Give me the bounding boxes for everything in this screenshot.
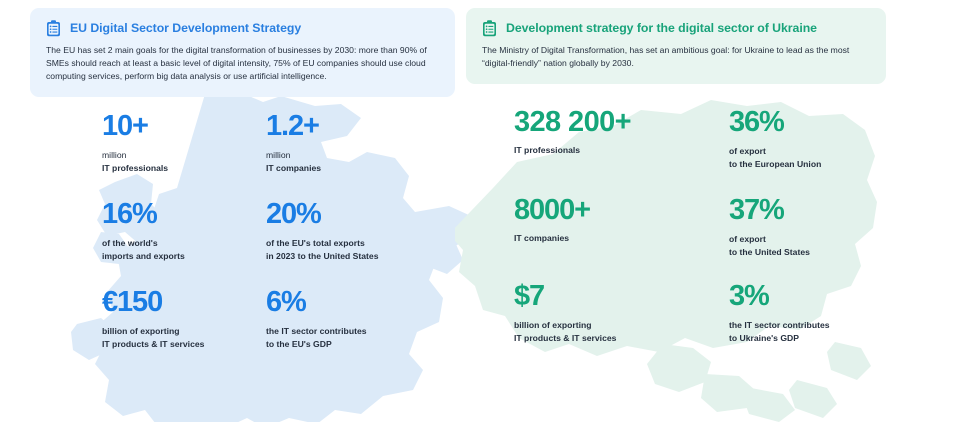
stat-label-line: million	[266, 150, 291, 160]
stat-cell: 6% the IT sector contributes to the EU's…	[266, 288, 422, 368]
stat-value: 37%	[729, 194, 785, 226]
clipboard-list-icon	[47, 20, 60, 37]
stat-label-line: to the European Union	[729, 158, 822, 169]
stat-label-line: of the EU's total exports	[266, 238, 365, 248]
stat-cell: 16% of the world's imports and exports	[102, 200, 266, 288]
stat-value: 6%	[266, 286, 307, 318]
stat-label-line: IT companies	[266, 162, 322, 173]
stat-label-line: IT professionals	[514, 145, 581, 155]
stat-label-line: to the EU's GDP	[266, 338, 332, 349]
stat-cell: €150 billion of exporting IT products & …	[102, 288, 266, 368]
header-card-ua: Development strategy for the digital sec…	[466, 8, 886, 85]
header-description-eu: The EU has set 2 main goals for the digi…	[46, 45, 427, 82]
header-title-ua: Development strategy for the digital sec…	[506, 20, 817, 35]
panel-eu: EU Digital Sector Development Strategy T…	[30, 0, 490, 422]
stat-label-line: million	[102, 150, 127, 160]
stat-cell: 1.2+ million IT companies	[266, 112, 422, 200]
header-description-ua: The Ministry of Digital Transformation, …	[482, 45, 850, 69]
stat-label-line: of the world's	[102, 238, 158, 248]
stat-cell: $7 billion of exporting IT products & IT…	[514, 282, 729, 362]
stat-label: of export to the European Union	[729, 145, 904, 170]
stat-label-line: the IT sector contributes	[729, 320, 830, 330]
stat-label-line: IT companies	[514, 233, 570, 243]
stat-label-line: IT products & IT services	[102, 338, 205, 349]
clipboard-list-icon	[483, 20, 496, 37]
stat-cell: 8000+ IT companies	[514, 196, 729, 282]
stat-label: of the EU's total exports in 2023 to the…	[266, 237, 422, 262]
stat-label-line: IT products & IT services	[514, 332, 617, 343]
stat-label: billion of exporting IT products & IT se…	[514, 319, 729, 344]
stat-label-line: the IT sector contributes	[266, 326, 367, 336]
stat-label-line: of export	[729, 234, 766, 244]
stat-label-line: billion of exporting	[514, 320, 592, 330]
stat-value: 20%	[266, 198, 322, 230]
header-card-eu: EU Digital Sector Development Strategy T…	[30, 8, 455, 98]
stat-label-line: to Ukraine's GDP	[729, 332, 800, 343]
stat-cell: 36% of export to the European Union	[729, 108, 904, 196]
stat-label: of export to the United States	[729, 233, 904, 258]
stat-cell: 328 200+ IT professionals	[514, 108, 729, 196]
stat-label-line: billion of exporting	[102, 326, 180, 336]
stat-label: million IT professionals	[102, 149, 266, 174]
stat-value: 8000+	[514, 194, 591, 226]
stat-value: 1.2+	[266, 110, 320, 142]
stat-cell: 20% of the EU's total exports in 2023 to…	[266, 200, 422, 288]
header-title-row-ua: Development strategy for the digital sec…	[482, 20, 870, 37]
stat-value: €150	[102, 286, 163, 318]
stat-label: IT professionals	[514, 144, 729, 157]
stat-label-line: to the United States	[729, 246, 810, 257]
stat-cell: 10+ million IT professionals	[102, 112, 266, 200]
stat-value: 3%	[729, 280, 770, 312]
header-title-row-eu: EU Digital Sector Development Strategy	[46, 20, 439, 37]
stat-cell: 3% the IT sector contributes to Ukraine'…	[729, 282, 904, 362]
stats-grid-eu: 10+ million IT professionals 1.2+ millio…	[102, 112, 422, 368]
stats-grid-ua: 328 200+ IT professionals 36% of export …	[514, 108, 904, 362]
panel-ua: Development strategy for the digital sec…	[466, 0, 926, 422]
stat-value: 16%	[102, 198, 158, 230]
stat-label: the IT sector contributes to the EU's GD…	[266, 325, 422, 350]
stat-value: 10+	[102, 110, 149, 142]
stat-value: $7	[514, 280, 545, 312]
stat-label-line: in 2023 to the United States	[266, 250, 379, 261]
stat-label: billion of exporting IT products & IT se…	[102, 325, 266, 350]
stat-value: 36%	[729, 106, 785, 138]
stat-label: the IT sector contributes to Ukraine's G…	[729, 319, 904, 344]
header-title-eu: EU Digital Sector Development Strategy	[70, 20, 302, 35]
stat-label: of the world's imports and exports	[102, 237, 266, 262]
stat-label-line: IT professionals	[102, 162, 169, 173]
stat-label: million IT companies	[266, 149, 422, 174]
stat-label: IT companies	[514, 232, 729, 245]
stat-label-line: imports and exports	[102, 250, 185, 261]
stat-cell: 37% of export to the United States	[729, 196, 904, 282]
stat-label-line: of export	[729, 146, 766, 156]
stat-value: 328 200+	[514, 106, 632, 138]
